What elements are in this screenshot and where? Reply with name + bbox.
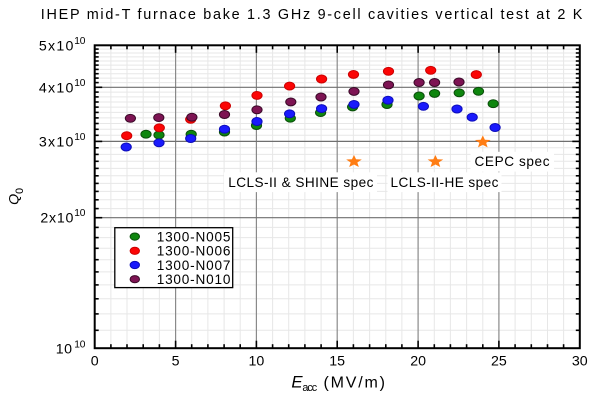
svg-text:3x10: 3x10 <box>39 134 74 150</box>
svg-text:30: 30 <box>572 353 588 369</box>
svg-text:LCLS-II-HE spec: LCLS-II-HE spec <box>391 175 499 190</box>
svg-text:1300-N007: 1300-N007 <box>157 258 231 273</box>
svg-text:20: 20 <box>410 353 426 369</box>
svg-text:LCLS-II & SHINE spec: LCLS-II & SHINE spec <box>228 175 373 190</box>
svg-text:1300-N005: 1300-N005 <box>157 230 231 245</box>
svg-text:10: 10 <box>74 132 86 143</box>
svg-text:1300-N006: 1300-N006 <box>157 244 231 259</box>
svg-text:E: E <box>291 373 303 392</box>
svg-text:0: 0 <box>14 188 26 194</box>
svg-text:(MV/m): (MV/m) <box>324 374 386 391</box>
svg-text:Q: Q <box>6 194 22 205</box>
svg-text:10: 10 <box>74 78 86 89</box>
svg-text:IHEP mid-T furnace bake 1.3 GH: IHEP mid-T furnace bake 1.3 GHz 9-cell c… <box>41 7 583 23</box>
svg-text:5: 5 <box>172 353 180 369</box>
svg-text:10: 10 <box>74 339 86 350</box>
svg-text:10: 10 <box>249 353 265 369</box>
svg-text:10: 10 <box>74 36 86 47</box>
svg-text:10: 10 <box>74 208 86 219</box>
svg-text:15: 15 <box>329 353 345 369</box>
svg-text:5x10: 5x10 <box>39 38 74 54</box>
svg-text:4x10: 4x10 <box>39 80 74 96</box>
svg-text:25: 25 <box>491 353 507 369</box>
svg-text:1300-N010: 1300-N010 <box>157 272 231 287</box>
svg-text:2x10: 2x10 <box>40 210 73 226</box>
svg-text:CEPC spec: CEPC spec <box>475 154 550 169</box>
svg-text:acc: acc <box>302 382 317 394</box>
svg-text:0: 0 <box>91 353 99 369</box>
svg-text:10: 10 <box>56 342 72 358</box>
